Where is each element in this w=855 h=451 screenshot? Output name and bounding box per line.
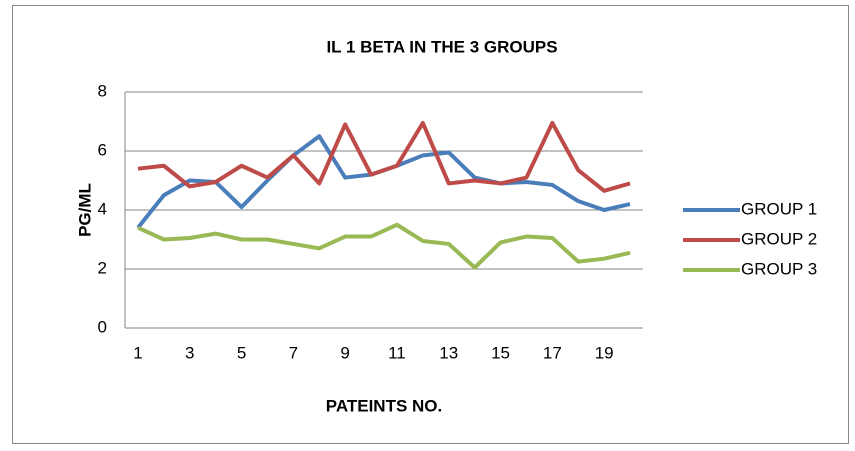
x-tick-label: 7 (289, 343, 298, 362)
x-tick-label: 17 (543, 343, 562, 362)
y-tick-label: 6 (98, 140, 107, 159)
legend-label: GROUP 2 (741, 229, 817, 248)
x-tick-label: 5 (237, 343, 246, 362)
y-tick-label: 8 (98, 81, 107, 100)
x-tick-label: 9 (340, 343, 349, 362)
x-tick-label: 3 (185, 343, 194, 362)
y-tick-label: 2 (98, 258, 107, 277)
chart-border (12, 5, 849, 444)
data-line (137, 222, 631, 270)
x-tick-label: 11 (388, 343, 406, 362)
x-axis-label: PATEINTS NO. (326, 396, 443, 415)
x-tick-label: 15 (491, 343, 510, 362)
data-line (137, 120, 631, 193)
y-tick-label: 4 (98, 199, 107, 218)
x-tick-label: 13 (439, 343, 458, 362)
y-tick-label: 0 (98, 317, 107, 336)
legend-label: GROUP 1 (741, 199, 817, 218)
legend-label: GROUP 3 (741, 259, 817, 278)
chart-title: IL 1 BETA IN THE 3 GROUPS (326, 37, 557, 56)
y-axis-label: PG/ML (75, 183, 94, 237)
x-tick-label: 19 (595, 343, 614, 362)
x-tick-label: 1 (133, 343, 142, 362)
